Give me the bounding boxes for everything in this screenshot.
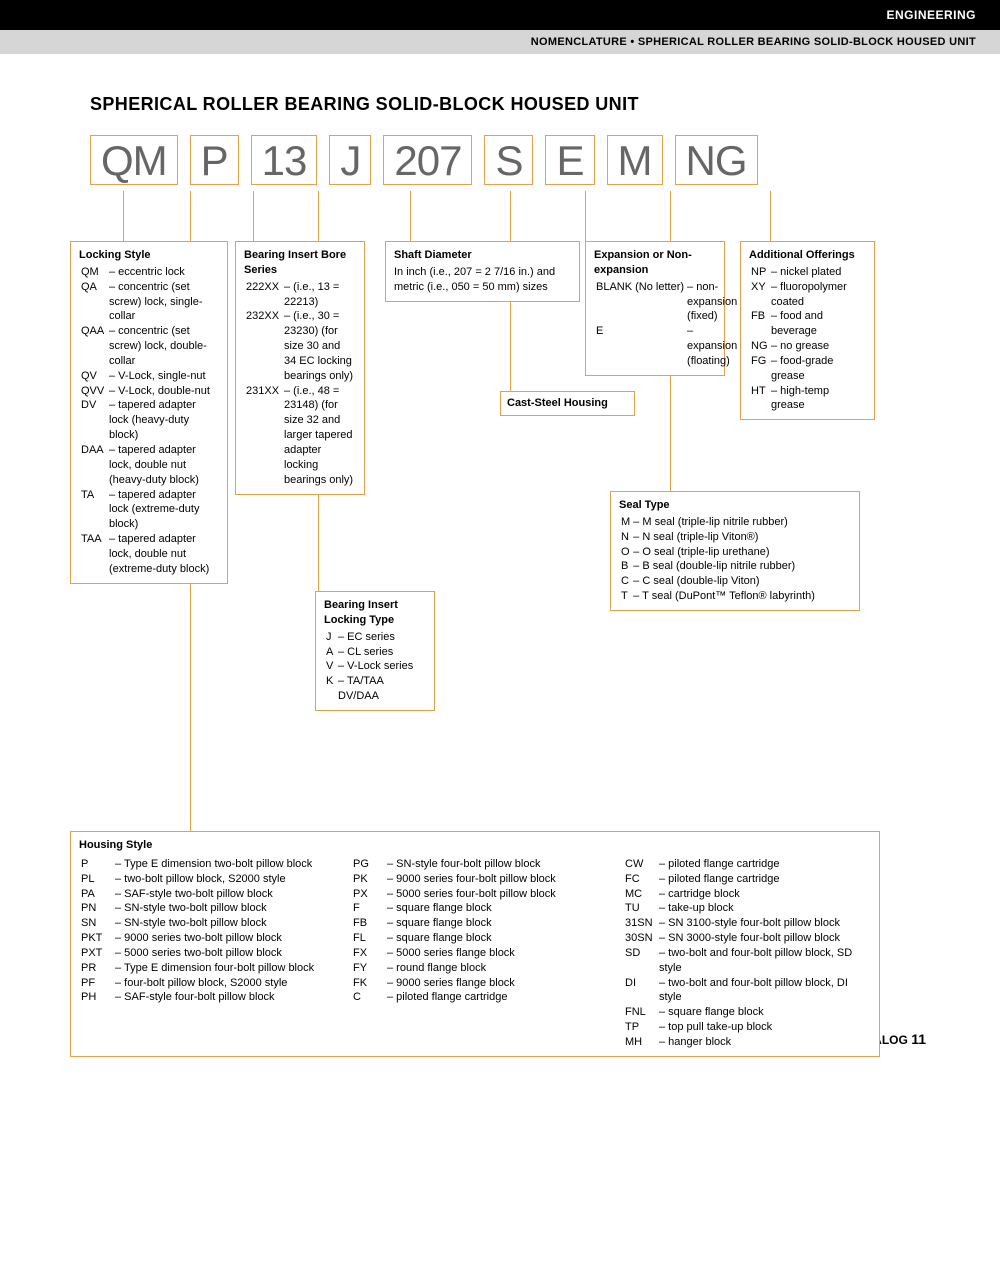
page-title: SPHERICAL ROLLER BEARING SOLID-BLOCK HOU…: [90, 94, 950, 115]
cast-steel-box: Cast-Steel Housing: [500, 391, 635, 416]
diagram: Locking Style QM– eccentric lockQA– conc…: [90, 191, 950, 941]
expansion-box: Expansion or Non-expansion BLANK (No let…: [585, 241, 725, 376]
header-grey: NOMENCLATURE • SPHERICAL ROLLER BEARING …: [0, 30, 1000, 54]
locking-type-box: Bearing Insert Locking Type J– EC series…: [315, 591, 435, 711]
code-segment: QM: [90, 135, 178, 185]
code-segment: NG: [675, 135, 758, 185]
page-body: SPHERICAL ROLLER BEARING SOLID-BLOCK HOU…: [0, 54, 1000, 1087]
additional-box: Additional Offerings NP– nickel platedXY…: [740, 241, 875, 420]
code-segment: M: [607, 135, 663, 185]
code-segment: 13: [251, 135, 318, 185]
code-segment: S: [484, 135, 533, 185]
code-row: QMP13J207SEMNG: [90, 135, 950, 185]
code-segment: 207: [383, 135, 472, 185]
locking-style-box: Locking Style QM– eccentric lockQA– conc…: [70, 241, 228, 584]
header-black: ENGINEERING: [0, 0, 1000, 30]
shaft-diameter-box: Shaft Diameter In inch (i.e., 207 = 2 7/…: [385, 241, 580, 302]
code-segment: E: [545, 135, 594, 185]
seal-type-box: Seal Type M– M seal (triple-lip nitrile …: [610, 491, 860, 611]
housing-box: Housing Style P– Type E dimension two-bo…: [70, 831, 880, 1057]
code-segment: J: [329, 135, 371, 185]
code-segment: P: [190, 135, 239, 185]
bore-series-box: Bearing Insert Bore Series 222XX– (i.e.,…: [235, 241, 365, 495]
